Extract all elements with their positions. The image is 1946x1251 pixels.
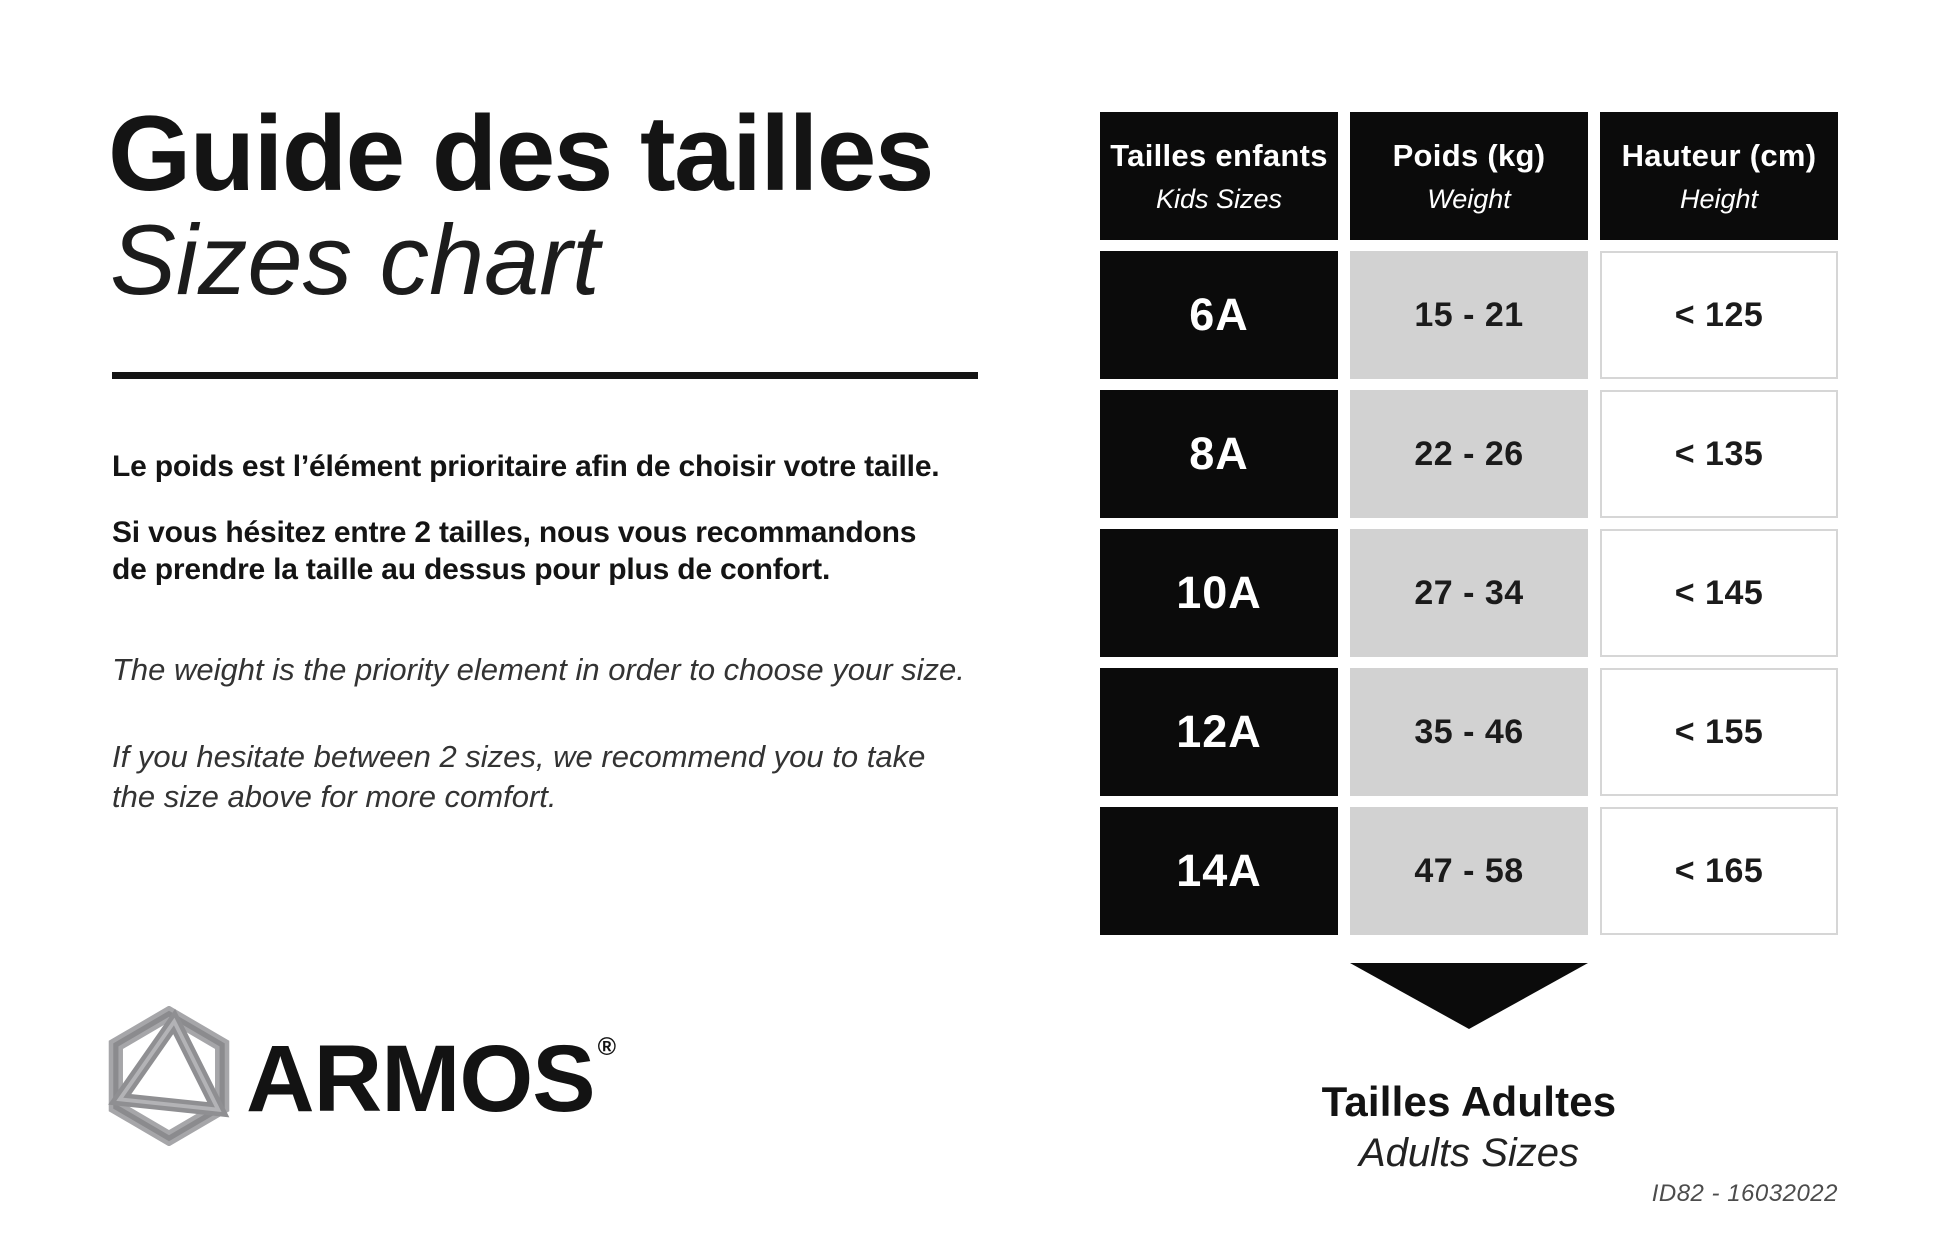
header-en: Height bbox=[1679, 183, 1759, 214]
weight-cell: 47 - 58 bbox=[1350, 807, 1588, 935]
header-fr: Poids (kg) bbox=[1392, 137, 1546, 173]
height-cell: < 155 bbox=[1600, 668, 1838, 796]
header-cell-sizes: Tailles enfants Kids Sizes bbox=[1100, 112, 1338, 240]
adults-label-fr: Tailles Adultes bbox=[1321, 1078, 1617, 1125]
weight-cell: 15 - 21 bbox=[1350, 251, 1588, 379]
kids-sizes-table: Tailles enfants Kids Sizes Poids (kg) We… bbox=[1100, 112, 1838, 935]
header-cell-weight: Poids (kg) Weight bbox=[1350, 112, 1588, 240]
weight-cell: 35 - 46 bbox=[1350, 668, 1588, 796]
brand-wordmark: ARMOS ® bbox=[246, 1032, 617, 1127]
height-cell: < 135 bbox=[1600, 390, 1838, 518]
note-en-weight: The weight is the priority element in or… bbox=[112, 652, 965, 687]
header-fr: Hauteur (cm) bbox=[1621, 137, 1817, 173]
height-cell: < 125 bbox=[1600, 251, 1838, 379]
armos-hexagon-logo-icon bbox=[108, 1006, 230, 1146]
size-cell: 14A bbox=[1100, 807, 1338, 935]
size-cell: 8A bbox=[1100, 390, 1338, 518]
size-cell: 6A bbox=[1100, 251, 1338, 379]
header-fr: Tailles enfants bbox=[1110, 137, 1328, 173]
adults-sizes-label: Tailles Adultes Adults Sizes bbox=[1219, 1078, 1719, 1176]
height-cell: < 165 bbox=[1600, 807, 1838, 935]
header-en: Weight bbox=[1427, 183, 1511, 214]
note-en-hesitate: If you hesitate between 2 sizes, we reco… bbox=[112, 739, 926, 814]
weight-cell: 27 - 34 bbox=[1350, 529, 1588, 657]
down-arrow-icon bbox=[1350, 963, 1588, 1029]
header-en: Kids Sizes bbox=[1155, 183, 1283, 214]
size-cell: 10A bbox=[1100, 529, 1338, 657]
brand-name: ARMOS bbox=[246, 1026, 596, 1132]
header-cell-height: Hauteur (cm) Height bbox=[1600, 112, 1838, 240]
note-fr-hesitate: Si vous hésitez entre 2 tailles, nous vo… bbox=[112, 516, 917, 586]
size-cell: 12A bbox=[1100, 668, 1338, 796]
document-id: ID82 - 16032022 bbox=[1651, 1180, 1838, 1207]
note-fr-weight: Le poids est l’élément prioritaire afin … bbox=[112, 450, 940, 483]
divider bbox=[112, 372, 978, 379]
height-cell: < 145 bbox=[1600, 529, 1838, 657]
page-subtitle: Sizes chart bbox=[110, 204, 600, 315]
adults-label-en: Adults Sizes bbox=[1358, 1131, 1580, 1175]
registered-mark: ® bbox=[597, 1033, 617, 1061]
weight-cell: 22 - 26 bbox=[1350, 390, 1588, 518]
page-title: Guide des tailles bbox=[108, 93, 934, 213]
